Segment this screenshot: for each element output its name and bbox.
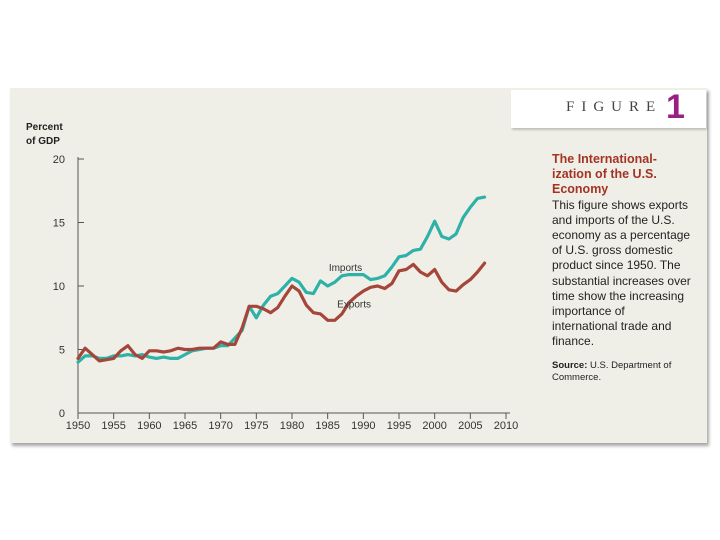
source-label: Source: [552,359,588,371]
x-tick-label: 1970 [208,420,232,432]
x-tick-label: 1960 [137,420,161,432]
figure-panel [10,88,707,443]
figure-number: 1 [666,88,685,126]
y-tick-label: 10 [53,281,65,293]
series-line-imports [76,195,487,364]
caption-source: Source: U.S. Department of Commerce. [552,360,692,384]
x-tick-label: 1995 [387,420,411,432]
x-tick-label: 1990 [351,420,375,432]
figure-label: FIGURE [566,99,663,115]
x-tick-label: 1965 [173,420,197,432]
x-tick-label: 1985 [315,420,339,432]
x-tick-label: 2010 [494,420,518,432]
x-tick-label: 1980 [280,420,304,432]
y-axis-label-line2: of GDP [26,136,60,147]
y-tick-label: 15 [53,218,65,230]
caption-title: The International­ization of the U.S. Ec… [552,152,657,197]
x-tick-label: 2000 [422,420,446,432]
x-tick-label: 1975 [244,420,268,432]
y-axis-label-line1: Percent [26,122,63,133]
y-tick-label: 20 [53,154,65,166]
y-tick-label: 0 [59,408,65,420]
x-tick-label: 1950 [66,420,90,432]
imports-label: Imports [329,263,362,274]
series-line-exports [76,261,487,363]
y-axis-label: Percent of GDP [26,121,63,149]
exports-label: Exports [337,300,371,311]
y-tick-label: 5 [59,345,65,357]
x-tick-label: 2005 [458,420,482,432]
figure-header [511,90,706,128]
source-text: U.S. Department of Commerce. [552,359,672,383]
x-tick-label: 1955 [101,420,125,432]
caption-body: This figure shows exports and imports of… [552,197,691,349]
caption: The International­ization of the U.S. Ec… [552,152,692,384]
